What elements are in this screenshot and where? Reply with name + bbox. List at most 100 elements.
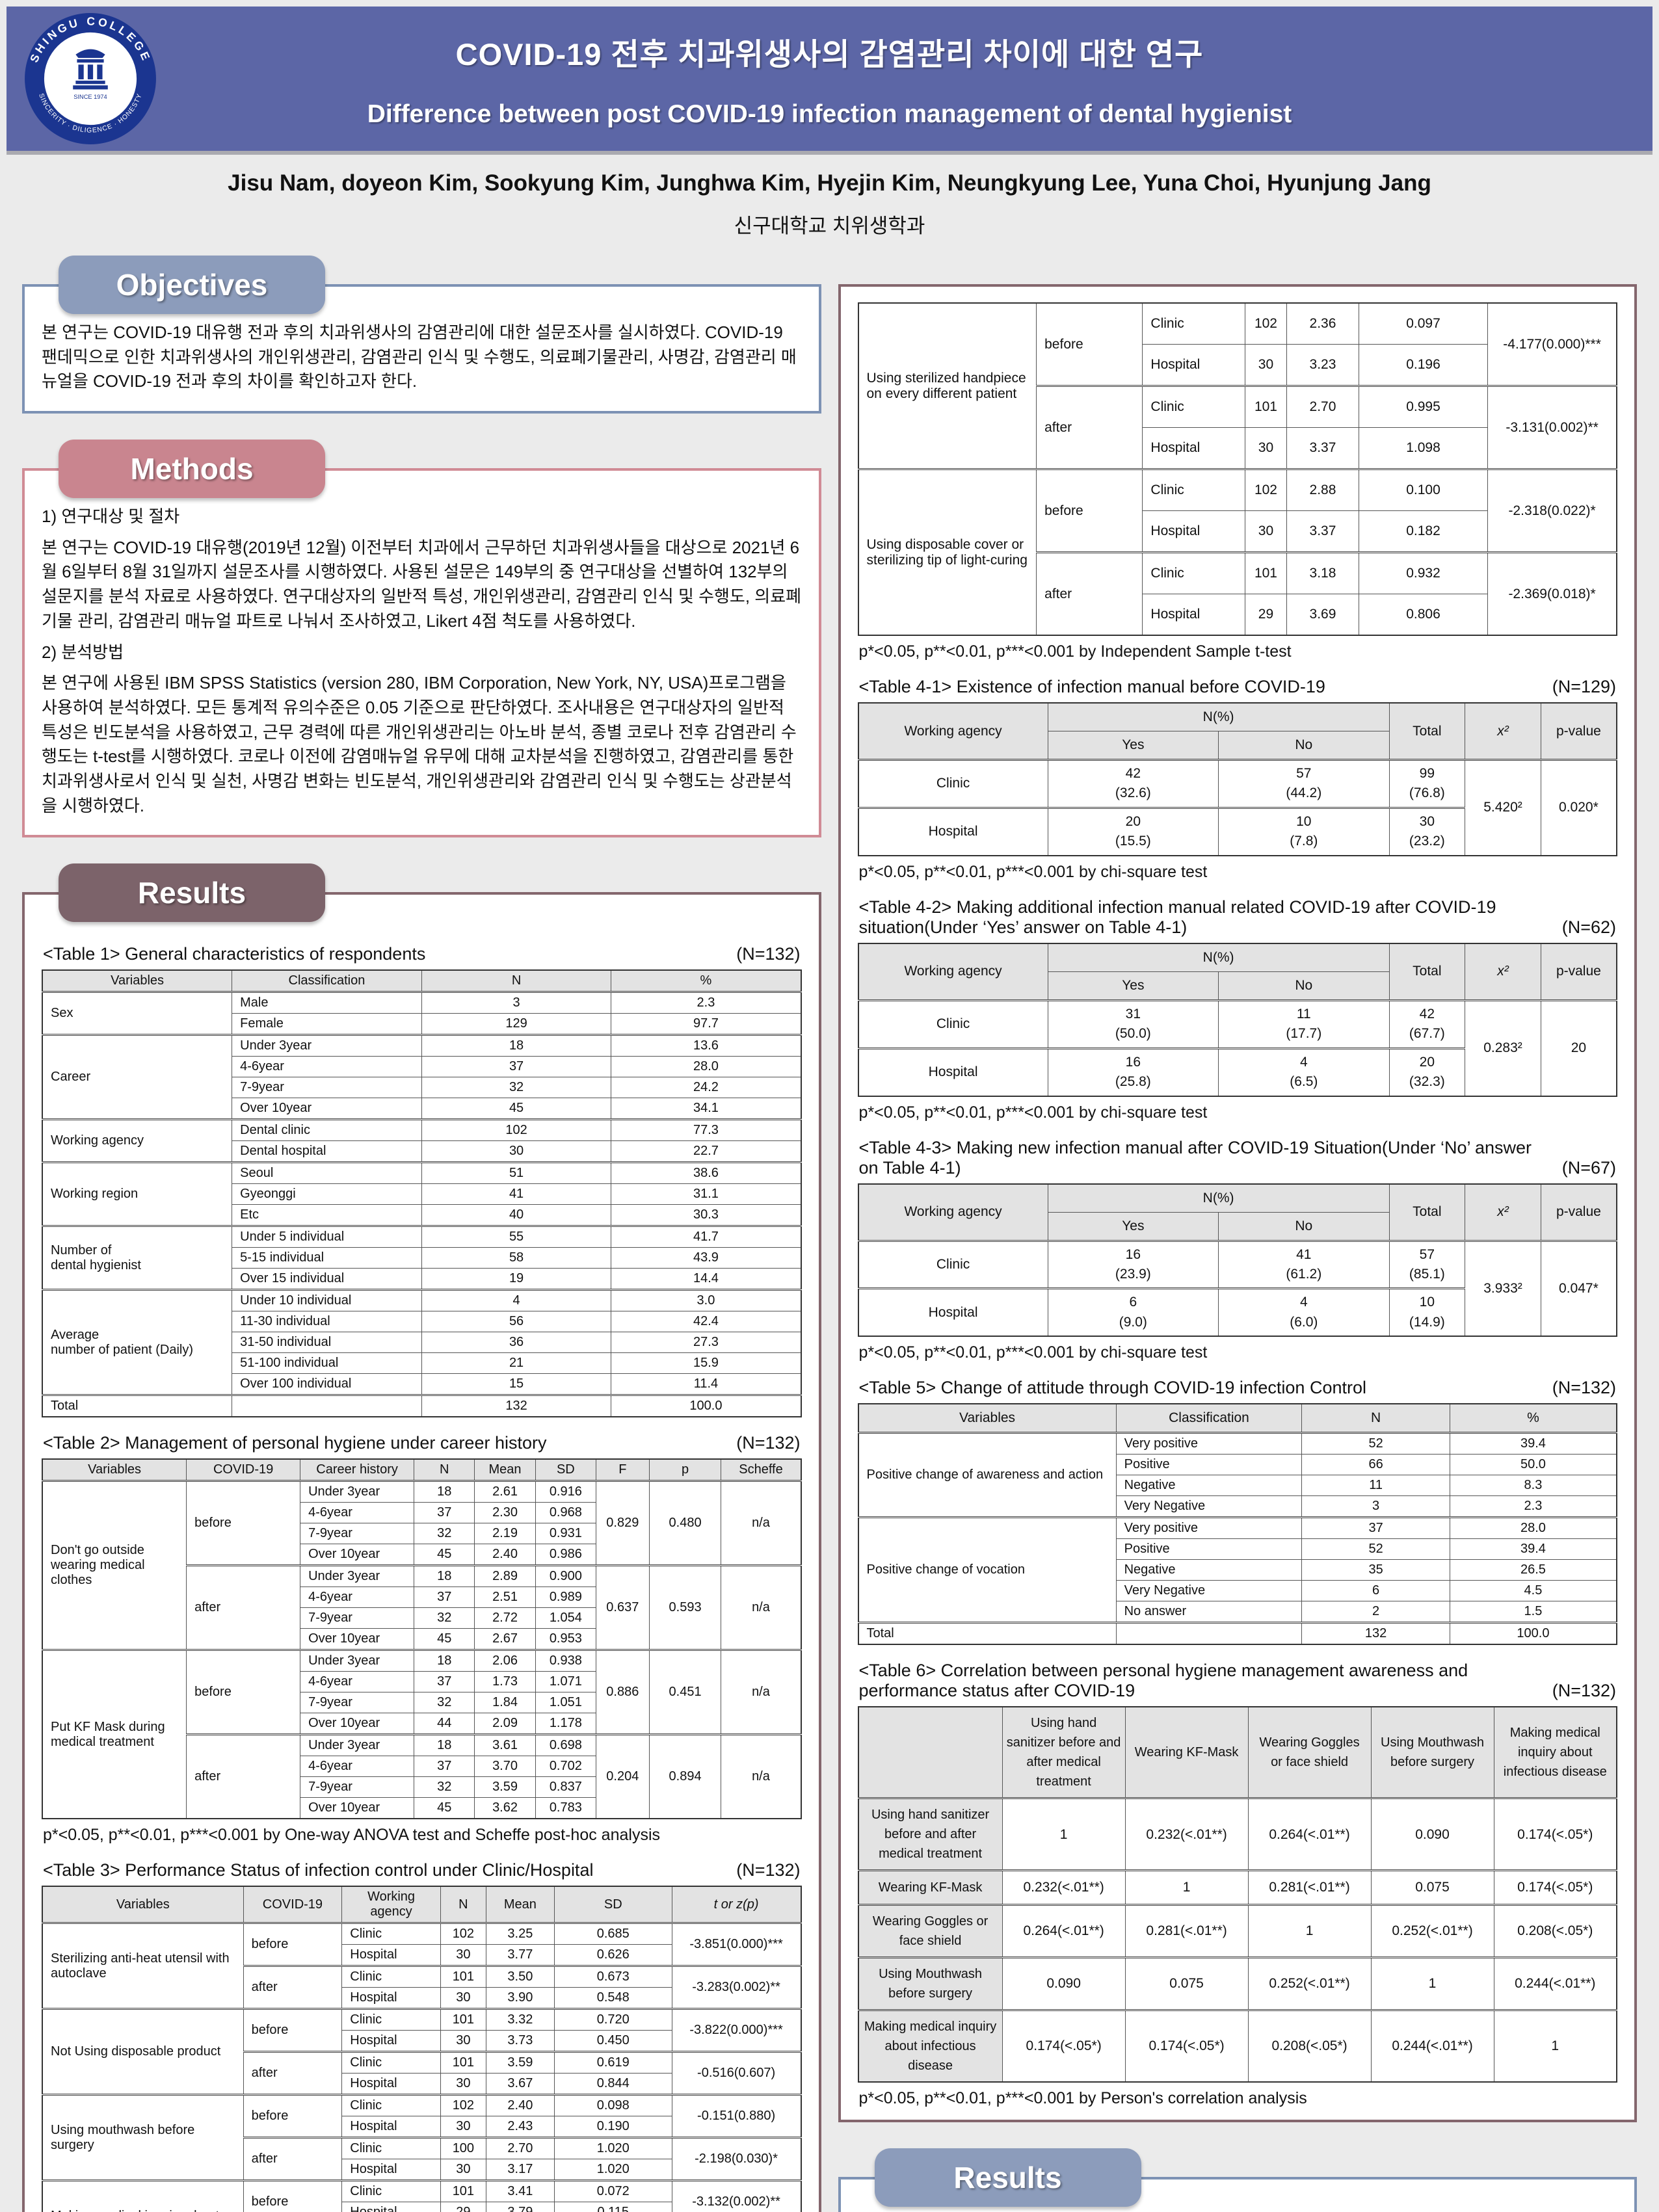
- table-cell: 41 (61.2): [1218, 1239, 1390, 1289]
- table-row: Over 10year 45 3.62 0.783: [42, 1797, 801, 1819]
- table-row: 4-6year 37 28.0: [42, 1056, 801, 1078]
- table-cell: Positive change of vocation: [858, 1516, 1117, 1624]
- table-cell: 7-9year: [300, 1607, 415, 1629]
- table-header-cell: Variables: [42, 969, 233, 993]
- table-row: Hospital 20 (15.5) 10 (7.8) 30 (23.2): [858, 806, 1617, 856]
- table-title-text: <Table 3> Performance Status of infectio…: [43, 1860, 594, 1880]
- table-cell: 5-15 individual: [232, 1247, 422, 1269]
- table-cell: Very positive: [1115, 1432, 1303, 1455]
- table-cell: 29: [1244, 594, 1288, 636]
- table-cell: 30: [421, 1140, 612, 1163]
- table-row: Hospital 30 3.17 1.020: [42, 2159, 801, 2181]
- affiliation-line: 신구대학교 치위생학과: [734, 215, 925, 237]
- table-row: Sex Male 3 2.3: [42, 991, 801, 1036]
- table-row: 4-6year 37 1.73 1.071: [42, 1671, 801, 1693]
- table-cell: 2.40: [474, 1544, 536, 1566]
- table-cell: 16 (23.9): [1047, 1239, 1219, 1289]
- table-cell: 0.204: [596, 1733, 650, 1819]
- table-cell: 30.3: [611, 1204, 801, 1227]
- table-cell: 66: [1301, 1454, 1450, 1476]
- table-header-cell: p-value: [1540, 702, 1617, 760]
- table-cell: 39.4: [1449, 1432, 1617, 1455]
- table-row: Hospital 16 (25.8) 4 (6.5) 20 (32.3): [858, 1047, 1617, 1097]
- poster-title-english: Difference between post COVID-19 infecti…: [367, 99, 1292, 128]
- table-title: <Table 4-3> Making new infection manual …: [859, 1138, 1617, 1178]
- table-header-cell: N: [414, 1458, 475, 1482]
- table-row: Over 100 individual 15 11.4: [42, 1373, 801, 1396]
- table-row: Positive 52 39.4: [858, 1538, 1617, 1560]
- table-cell: 1.178: [535, 1713, 597, 1735]
- table-cell: 21: [421, 1352, 612, 1375]
- table-cell: 2.88: [1286, 468, 1359, 511]
- table-cell: 0.196: [1358, 344, 1489, 386]
- table-row: Number of dental hygienist Under 5 indivi…: [42, 1225, 801, 1291]
- table-row: Over 10year 45 2.40 0.986: [42, 1544, 801, 1566]
- table-header-cell: Using hand sanitizer before and after me…: [1002, 1706, 1126, 1799]
- table-row: Hospital 30 3.77 0.626: [42, 1944, 801, 1967]
- table-row: Hospital 30 3.73 0.450: [42, 2030, 801, 2053]
- table-cell: 11-30 individual: [232, 1311, 422, 1333]
- table-cell: 3.67: [485, 2073, 555, 2096]
- table-footnote: p*<0.05, p**<0.01, p***<0.001 by chi-squ…: [858, 1343, 1208, 1362]
- table-cell: 2.3: [1449, 1495, 1617, 1518]
- table-cell: 32: [414, 1692, 475, 1714]
- table-cell: -3.132(0.002)**: [671, 2179, 802, 2212]
- table-cell: Very Negative: [1115, 1495, 1303, 1518]
- table-cell: 100.0: [611, 1394, 801, 1417]
- right-tables-section: Using sterilized handpiece on every diff…: [838, 284, 1637, 2122]
- authors-line: Jisu Nam, doyeon Kim, Sookyung Kim, Jung…: [228, 170, 1431, 196]
- table-cell: Over 100 individual: [232, 1373, 422, 1396]
- table-cell: 1: [1247, 1903, 1372, 1958]
- table-cell: 30: [440, 2159, 486, 2181]
- table-cell: 10 (14.9): [1388, 1287, 1466, 1337]
- table-cell: 7-9year: [300, 1523, 415, 1545]
- table-cell: Very positive: [1115, 1516, 1303, 1540]
- table-cell: 52: [1301, 1538, 1450, 1560]
- table-header-cell: x²: [1465, 1183, 1541, 1241]
- table-row: Sterilizing anti-heat utensil with autoc…: [42, 1922, 802, 2010]
- table-cell: Over 10year: [300, 1713, 415, 1735]
- table-cell: 14.4: [611, 1268, 801, 1291]
- table-cell: Under 3year: [232, 1034, 422, 1057]
- table-cell: 0.097: [1358, 302, 1489, 345]
- table-cell: Dental hospital: [232, 1140, 422, 1163]
- table-3-continued-block: Using sterilized handpiece on every diff…: [857, 302, 1617, 661]
- table-header-cell: t or z(p): [671, 1886, 802, 1924]
- table-cell: 132: [1301, 1622, 1450, 1645]
- table-cell: Negative: [1115, 1475, 1303, 1497]
- table-header-cell: p-value: [1540, 1183, 1617, 1241]
- data-table: Variables COVID-19 Working agency N Mean SD t …: [42, 1886, 802, 2212]
- table-cell: 45: [414, 1797, 475, 1819]
- table-row: Clinic 31 (50.0) 11 (17.7) 42 (67.7) 0.283² 2…: [858, 999, 1617, 1097]
- table-cell: 0.702: [535, 1756, 597, 1778]
- table-row: Making medical inquiry about infectious …: [858, 2008, 1617, 2083]
- table-cell: 4 (6.5): [1218, 1047, 1390, 1097]
- table-cell: 31 (50.0): [1047, 999, 1219, 1049]
- table-cell: 37: [414, 1587, 475, 1609]
- table-cell: before: [243, 2179, 343, 2212]
- table-row: Hospital 30 3.37 0.182: [858, 510, 1617, 553]
- table-cell: 30: [440, 1987, 486, 2010]
- table-header-cell: Working agency: [858, 943, 1048, 1001]
- table-cell: Hospital: [341, 2073, 441, 2096]
- table-cell: 101: [1244, 385, 1288, 428]
- table-cell: 34.1: [611, 1098, 801, 1120]
- table-cell: Hospital: [858, 1287, 1048, 1337]
- table-row: Using hand sanitizer before and after me…: [858, 1706, 1617, 1799]
- table-cell: 0.264(<.01**): [1247, 1797, 1372, 1871]
- table-header-cell: Making medical inquiry about infectious …: [1493, 1706, 1617, 1799]
- table-cell: 100: [440, 2137, 486, 2160]
- table-cell: 55: [421, 1225, 612, 1248]
- table-n-label: (N=132): [736, 944, 801, 964]
- table-cell: 0.174(<.05*): [1493, 1797, 1617, 1871]
- table-cell: 51-100 individual: [232, 1352, 422, 1375]
- table-cell: -0.151(0.880): [671, 2094, 802, 2139]
- table-header-cell: Total: [1388, 1183, 1466, 1241]
- table-cell: 41.7: [611, 1225, 801, 1248]
- table-cell: Hospital: [1142, 344, 1245, 386]
- table-title: <Table 5> Change of attitude through COV…: [859, 1378, 1617, 1398]
- table-cell: 4-6year: [300, 1502, 415, 1524]
- table-cell: 18: [414, 1649, 475, 1672]
- table-cell: Under 3year: [300, 1733, 415, 1757]
- table-cell: 0.626: [553, 1944, 672, 1967]
